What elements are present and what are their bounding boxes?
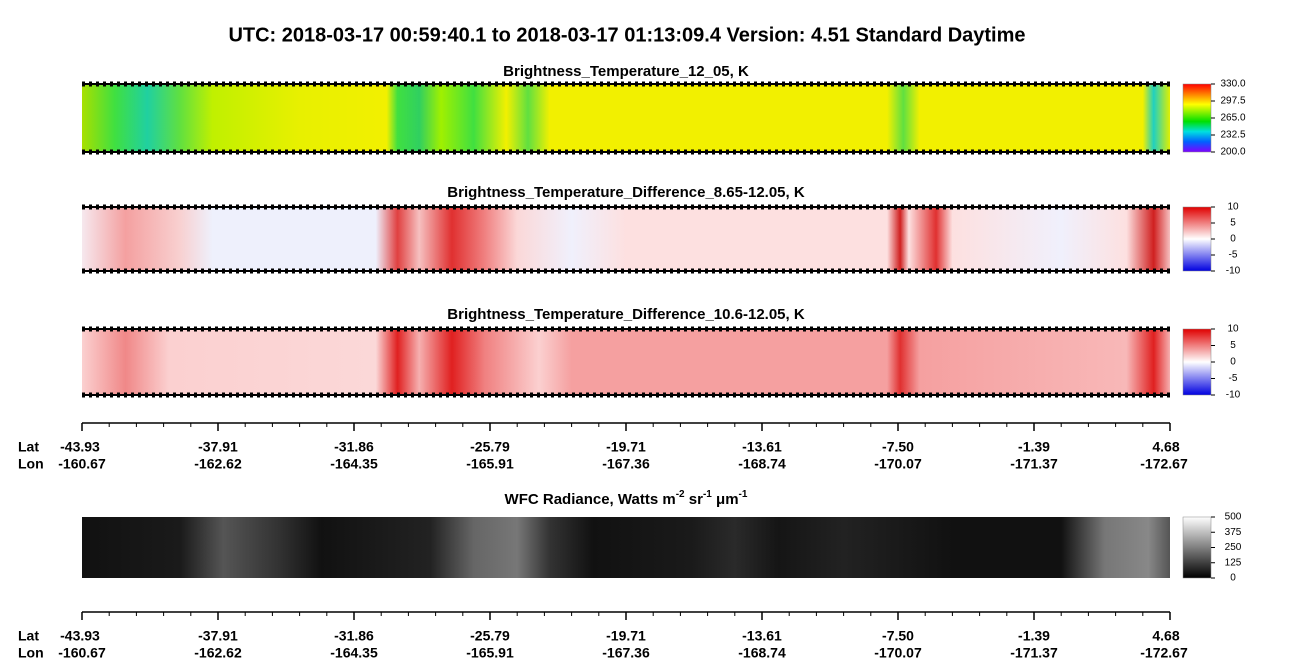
lon-tick-label: -170.07 (874, 456, 922, 472)
panel-title: Brightness_Temperature_Difference_8.65-1… (447, 184, 805, 201)
lat-tick-label: -19.71 (606, 628, 646, 644)
title-part: -1 (739, 489, 748, 500)
lat-label: Lat (18, 439, 39, 455)
lat-tick-label: -25.79 (470, 439, 510, 455)
lat-tick-label: -7.50 (882, 439, 914, 455)
colorbar-tick-label: 265.0 (1220, 113, 1245, 124)
colorbar-tick-label: -5 (1229, 250, 1238, 261)
colorbar-tick-label: -10 (1226, 266, 1241, 277)
panel-title: Brightness_Temperature_Difference_10.6-1… (447, 306, 805, 323)
colorbar-tick-label: -5 (1229, 373, 1238, 384)
lat-tick-label: -19.71 (606, 439, 646, 455)
lat-tick-label: -43.93 (60, 628, 100, 644)
lon-tick-label: -160.67 (58, 456, 106, 472)
colorbar-tick-label: 5 (1230, 218, 1236, 229)
colorbar-tick-label: 297.5 (1220, 96, 1245, 107)
colorbar-tick-label: 0 (1230, 573, 1236, 584)
lon-tick-label: -171.37 (1010, 645, 1058, 661)
title-part: Brightness_Temperature_Difference_10.6-1… (447, 306, 805, 323)
lat-tick-label: -13.61 (742, 439, 782, 455)
lon-tick-label: -172.67 (1140, 645, 1188, 661)
panel-image (82, 207, 1170, 271)
lat-tick-label: -43.93 (60, 439, 100, 455)
lon-tick-label: -170.07 (874, 645, 922, 661)
panel-title: Brightness_Temperature_12_05, K (503, 63, 749, 80)
lon-tick-label: -172.67 (1140, 456, 1188, 472)
colorbar-tick-label: -10 (1226, 390, 1241, 401)
colorbar-tick-label: 0 (1230, 234, 1236, 245)
lat-tick-label: -13.61 (742, 628, 782, 644)
lon-tick-label: -168.74 (738, 456, 786, 472)
lon-tick-label: -162.62 (194, 645, 242, 661)
lat-tick-label: -31.86 (334, 439, 374, 455)
page-title: UTC: 2018-03-17 00:59:40.1 to 2018-03-17… (228, 24, 1025, 46)
colorbar-tick-label: 125 (1225, 557, 1242, 568)
lat-tick-label: -37.91 (198, 439, 238, 455)
lon-tick-label: -162.62 (194, 456, 242, 472)
panel-image (82, 329, 1170, 395)
lon-tick-label: -171.37 (1010, 456, 1058, 472)
lon-label: Lon (18, 456, 44, 472)
lat-tick-label: -1.39 (1018, 439, 1050, 455)
title-part: -1 (703, 489, 712, 500)
lon-label: Lon (18, 645, 44, 661)
colorbar-tick-label: 10 (1227, 202, 1239, 213)
panel-image (82, 84, 1170, 152)
title-part: μm (712, 491, 739, 508)
lat-label: Lat (18, 628, 39, 644)
colorbar-tick-label: 10 (1227, 324, 1239, 335)
lon-tick-label: -167.36 (602, 645, 650, 661)
title-part: Brightness_Temperature_Difference_8.65-1… (447, 184, 805, 201)
lon-tick-label: -160.67 (58, 645, 106, 661)
title-part: -2 (676, 489, 685, 500)
lon-tick-label: -167.36 (602, 456, 650, 472)
panel-title: WFC Radiance, Watts m-2 sr-1 μm-1 (505, 489, 748, 508)
colorbar-tick-label: 232.5 (1220, 130, 1245, 141)
colorbar (1182, 83, 1212, 153)
lon-tick-label: -164.35 (330, 645, 378, 661)
title-part: sr (685, 491, 704, 508)
title-part: WFC Radiance, Watts m (505, 491, 676, 508)
colorbar-tick-label: 5 (1230, 340, 1236, 351)
lat-tick-label: 4.68 (1152, 628, 1179, 644)
lat-tick-label: -31.86 (334, 628, 374, 644)
colorbar (1182, 328, 1212, 396)
lat-tick-label: -37.91 (198, 628, 238, 644)
colorbar-tick-label: 375 (1225, 527, 1242, 538)
lon-tick-label: -164.35 (330, 456, 378, 472)
colorbar-tick-label: 330.0 (1220, 79, 1245, 90)
lon-tick-label: -165.91 (466, 645, 514, 661)
colorbar-tick-label: 250 (1225, 542, 1242, 553)
colorbar (1182, 516, 1212, 579)
lon-tick-label: -168.74 (738, 645, 786, 661)
lat-tick-label: 4.68 (1152, 439, 1179, 455)
colorbar (1182, 206, 1212, 272)
lat-tick-label: -7.50 (882, 628, 914, 644)
colorbar-tick-label: 0 (1230, 357, 1236, 368)
panel-image (82, 517, 1170, 578)
title-part: Brightness_Temperature_12_05, K (503, 63, 749, 80)
lat-tick-label: -25.79 (470, 628, 510, 644)
lat-tick-label: -1.39 (1018, 628, 1050, 644)
lon-tick-label: -165.91 (466, 456, 514, 472)
colorbar-tick-label: 500 (1225, 512, 1242, 523)
colorbar-tick-label: 200.0 (1220, 147, 1245, 158)
